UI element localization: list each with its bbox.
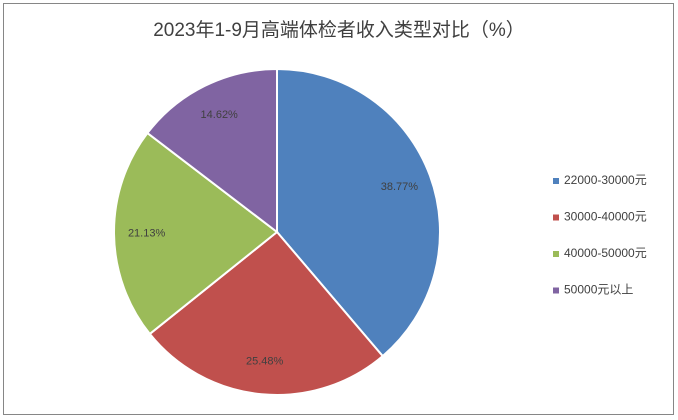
legend-label: 40000-50000元 [564,246,647,260]
chart-title: 2023年1-9月高端体检者收入类型对比（%） [153,19,525,41]
legend-label: 50000元以上 [564,283,633,297]
legend-label: 22000-30000元 [564,173,647,187]
legend-label: 30000-40000元 [564,210,647,224]
data-label: 25.48% [246,356,284,368]
pie-slice [113,131,279,336]
legend-marker [553,214,559,221]
data-label: 21.13% [128,227,166,239]
data-label: 14.62% [201,109,239,121]
pie-slice [148,230,385,396]
legend-marker [553,287,559,294]
legend-marker [553,178,559,184]
pie-slice [146,67,278,235]
data-label: 38.77% [381,181,419,193]
legend-marker [553,251,559,257]
pie-slice [276,67,441,358]
